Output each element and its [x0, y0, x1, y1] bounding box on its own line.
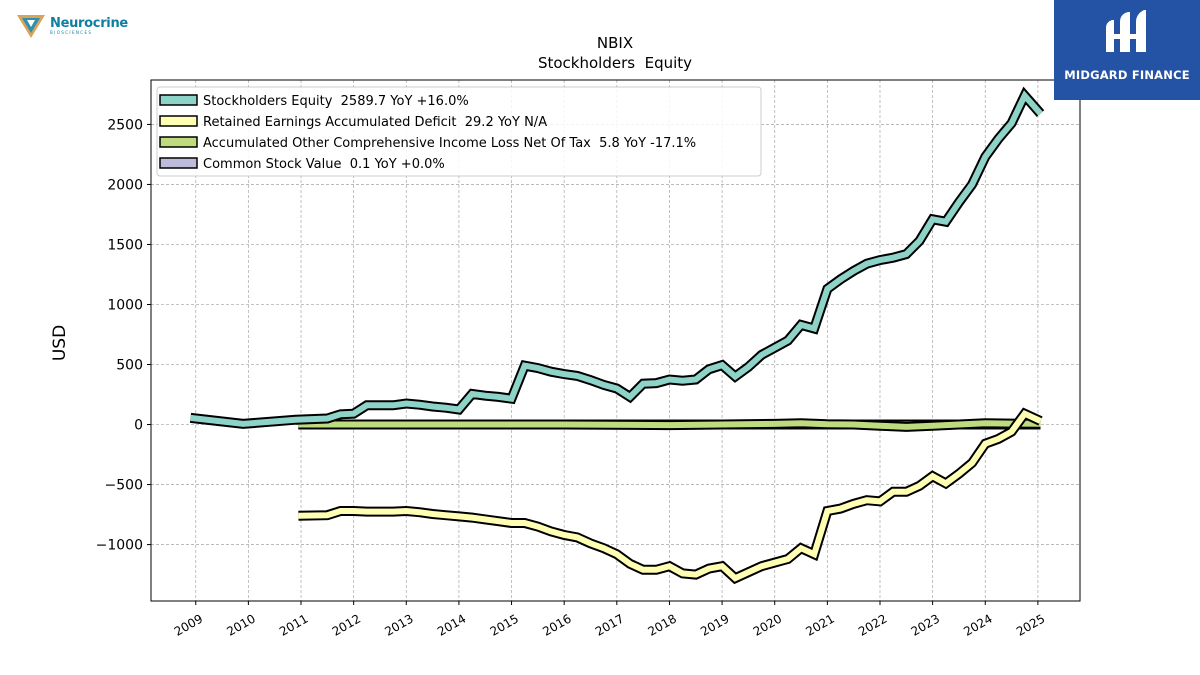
x-tick-label: 2014 [435, 611, 468, 638]
legend-label: Retained Earnings Accumulated Deficit 29… [203, 115, 547, 130]
x-tick-label: 2019 [698, 611, 731, 638]
y-axis-label: USD [50, 325, 70, 361]
neurocrine-sub: BIOSCIENCES [50, 29, 93, 35]
x-tick-label: 2020 [751, 611, 784, 638]
neurocrine-mark-icon [17, 15, 45, 38]
midgard-mark-icon [1106, 10, 1146, 52]
legend-label: Accumulated Other Comprehensive Income L… [203, 136, 696, 151]
y-tick-label: −1000 [96, 538, 143, 554]
x-tick-label: 2013 [382, 611, 415, 638]
plot-area: −1000 −500 0 500 1000 1500 2000 2500 2009 2010 201… [96, 79, 1081, 639]
chart-subtitle: Stockholders Equity [538, 54, 692, 72]
legend-label: Stockholders Equity 2589.7 YoY +16.0% [203, 94, 469, 109]
y-tick-label: 0 [134, 418, 143, 434]
x-tick-label: 2009 [172, 611, 205, 638]
legend-swatch [159, 115, 198, 127]
x-tick-label: 2025 [1014, 611, 1047, 638]
y-tick-label: 1000 [107, 297, 143, 313]
y-tick-label: 2000 [107, 177, 143, 193]
midgard-name: MIDGARD FINANCE [1064, 68, 1190, 82]
x-tick-label: 2024 [961, 611, 994, 638]
axes-frame [150, 79, 1081, 602]
x-tick-label: 2017 [593, 611, 626, 638]
x-tick-label: 2016 [540, 611, 573, 638]
legend-swatch [159, 157, 198, 169]
y-tick-label: −500 [105, 478, 143, 494]
midgard-logo: MIDGARD FINANCE [1054, 0, 1200, 100]
series-line [190, 90, 1043, 427]
legend-swatch [159, 136, 198, 148]
legend: Stockholders Equity 2589.7 YoY +16.0% Ret… [156, 86, 762, 177]
neurocrine-name: Neurocrine [50, 15, 128, 31]
legend-swatch [159, 94, 198, 106]
x-tick-label: 2018 [645, 611, 678, 638]
x-tick-label: 2021 [803, 611, 836, 638]
y-tick-label: 500 [116, 358, 143, 374]
x-tick-label: 2023 [909, 611, 942, 638]
x-tick-label: 2011 [277, 611, 310, 638]
x-tick-label: 2022 [856, 611, 889, 638]
legend-label: Common Stock Value 0.1 YoY +0.0% [203, 157, 445, 172]
series-line [298, 420, 1041, 430]
x-tick-label: 2015 [488, 611, 521, 638]
x-tick-label: 2010 [224, 611, 257, 638]
x-tick-label: 2012 [330, 611, 363, 638]
chart-title: NBIX [597, 34, 633, 52]
y-tick-label: 2500 [107, 117, 143, 133]
legend-box [156, 86, 762, 177]
series-line [298, 409, 1042, 582]
y-tick-label: 1500 [107, 237, 143, 253]
neurocrine-logo: Neurocrine BIOSCIENCES [16, 12, 128, 40]
